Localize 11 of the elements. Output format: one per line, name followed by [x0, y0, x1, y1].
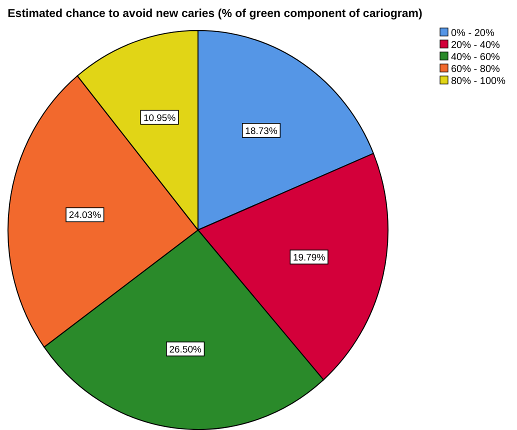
legend-label: 60% - 80%	[451, 64, 500, 75]
legend-label: 40% - 60%	[451, 52, 500, 63]
legend-label: 0% - 20%	[451, 28, 494, 39]
data-label: 26.50%	[169, 344, 202, 356]
data-label: 10.95%	[143, 112, 176, 124]
data-label: 19.79%	[292, 252, 326, 264]
legend-label: 80% - 100%	[451, 76, 506, 87]
data-label: 24.03%	[68, 210, 102, 222]
data-label: 18.73%	[245, 126, 278, 137]
chart-title: Estimated chance to avoid new caries (% of green component of cariogram)	[8, 8, 423, 20]
legend-label: 20% - 40%	[451, 40, 500, 51]
